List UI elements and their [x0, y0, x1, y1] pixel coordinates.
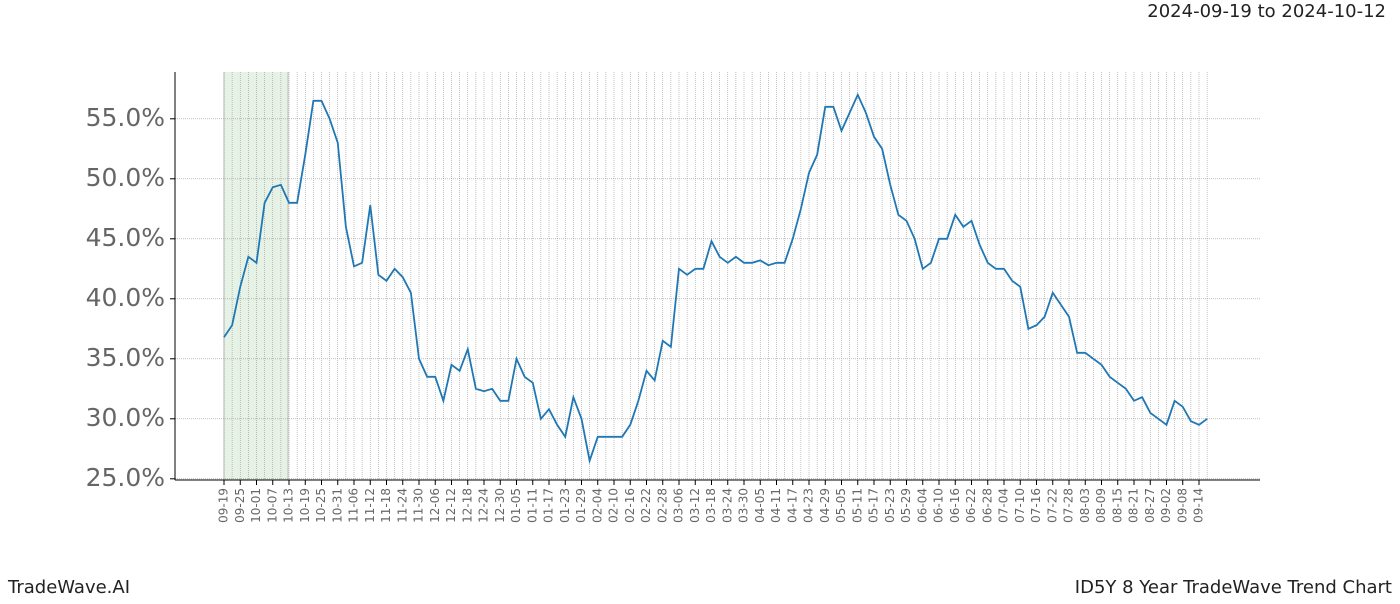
x-tick-label: 04-17: [785, 488, 799, 523]
x-tick-label: 09-02: [1159, 488, 1173, 523]
brand: TradeWave.AI: [7, 577, 130, 598]
y-tick-label: 40.0%: [86, 283, 165, 312]
x-tick-label: 01-23: [558, 488, 572, 523]
x-tick-label: 01-11: [525, 488, 539, 523]
x-tick-label: 10-25: [314, 488, 328, 523]
y-tick-label: 25.0%: [86, 463, 165, 492]
x-tick-label: 09-19: [217, 488, 231, 523]
x-tick-label: 06-04: [915, 488, 929, 523]
x-tick-label: 08-21: [1127, 488, 1141, 523]
subtitle: 2024-09-19 to 2024-10-12: [1147, 1, 1386, 22]
x-tick-label: 05-11: [850, 488, 864, 523]
x-tick-label: 06-28: [980, 488, 994, 523]
highlight-span: [224, 72, 288, 480]
x-tick-label: 11-06: [347, 488, 361, 523]
x-tick-label: 10-13: [282, 488, 296, 523]
x-tick-label: 06-10: [932, 488, 946, 523]
x-tick-label: 11-24: [395, 488, 409, 523]
x-tick-label: 10-31: [330, 488, 344, 523]
x-tick-label: 11-30: [412, 488, 426, 523]
x-tick-label: 02-22: [639, 488, 653, 523]
y-tick-label: 50.0%: [86, 163, 165, 192]
x-tick-label: 06-16: [948, 488, 962, 523]
x-tick-label: 11-12: [363, 488, 377, 523]
x-tick-label: 10-07: [265, 488, 279, 523]
x-tick-label: 02-16: [623, 488, 637, 523]
x-tick-label: 01-29: [574, 488, 588, 523]
grid: [175, 72, 1260, 480]
x-tick-label: 04-29: [818, 488, 832, 523]
x-tick-label: 12-12: [444, 488, 458, 523]
x-tick-label: 12-30: [493, 488, 507, 523]
x-tick-label: 07-16: [1029, 488, 1043, 523]
x-tick-label: 03-06: [672, 488, 686, 523]
plot: [223, 92, 1208, 465]
x-tick-label: 01-05: [509, 488, 523, 523]
x-tick-label: 02-10: [607, 488, 621, 523]
x-tick-label: 02-04: [590, 488, 604, 523]
x-tick-label: 10-19: [298, 488, 312, 523]
x-tick-label: 10-01: [249, 488, 263, 523]
x-tick-label: 12-18: [460, 488, 474, 523]
chart-title: ID5Y 8 Year TradeWave Trend Chart: [1075, 577, 1392, 598]
x-tick-label: 09-08: [1175, 488, 1189, 523]
x-tick-label: 05-23: [883, 488, 897, 523]
x-tick-label: 05-17: [867, 488, 881, 523]
x-tick-label: 05-29: [899, 488, 913, 523]
y-tick-label: 55.0%: [86, 103, 165, 132]
x-tick-label: 08-09: [1094, 488, 1108, 523]
x-tick-label: 04-23: [802, 488, 816, 523]
x-tick-label: 03-30: [737, 488, 751, 523]
x-tick-label: 04-05: [753, 488, 767, 523]
x-tick-label: 04-11: [769, 488, 783, 523]
x-tick-label: 07-10: [1013, 488, 1027, 523]
x-tick-label: 08-15: [1110, 488, 1124, 523]
y-tick-label: 35.0%: [86, 343, 165, 372]
x-tick-label: 03-18: [704, 488, 718, 523]
x-tick-label: 02-28: [655, 488, 669, 523]
x-tick-label: 11-18: [379, 488, 393, 523]
y-tick-label: 45.0%: [86, 223, 165, 252]
trend-line: [223, 92, 1208, 465]
x-tick-label: 05-05: [834, 488, 848, 523]
x-tick-label: 12-06: [428, 488, 442, 523]
x-tick-label: 08-27: [1143, 488, 1157, 523]
x-tick-label: 12-24: [477, 488, 491, 523]
x-tick-label: 07-04: [997, 488, 1011, 523]
y-tick-label: 30.0%: [86, 403, 165, 432]
x-tick-label: 06-22: [964, 488, 978, 523]
x-tick-label: 09-14: [1192, 488, 1206, 523]
x-tick-label: 08-03: [1078, 488, 1092, 523]
x-tick-label: 03-24: [720, 488, 734, 523]
x-tick-label: 07-22: [1045, 488, 1059, 523]
x-tick-label: 01-17: [542, 488, 556, 523]
x-tick-label: 09-25: [233, 488, 247, 523]
x-tick-label: 03-12: [688, 488, 702, 523]
x-tick-label: 07-28: [1062, 488, 1076, 523]
